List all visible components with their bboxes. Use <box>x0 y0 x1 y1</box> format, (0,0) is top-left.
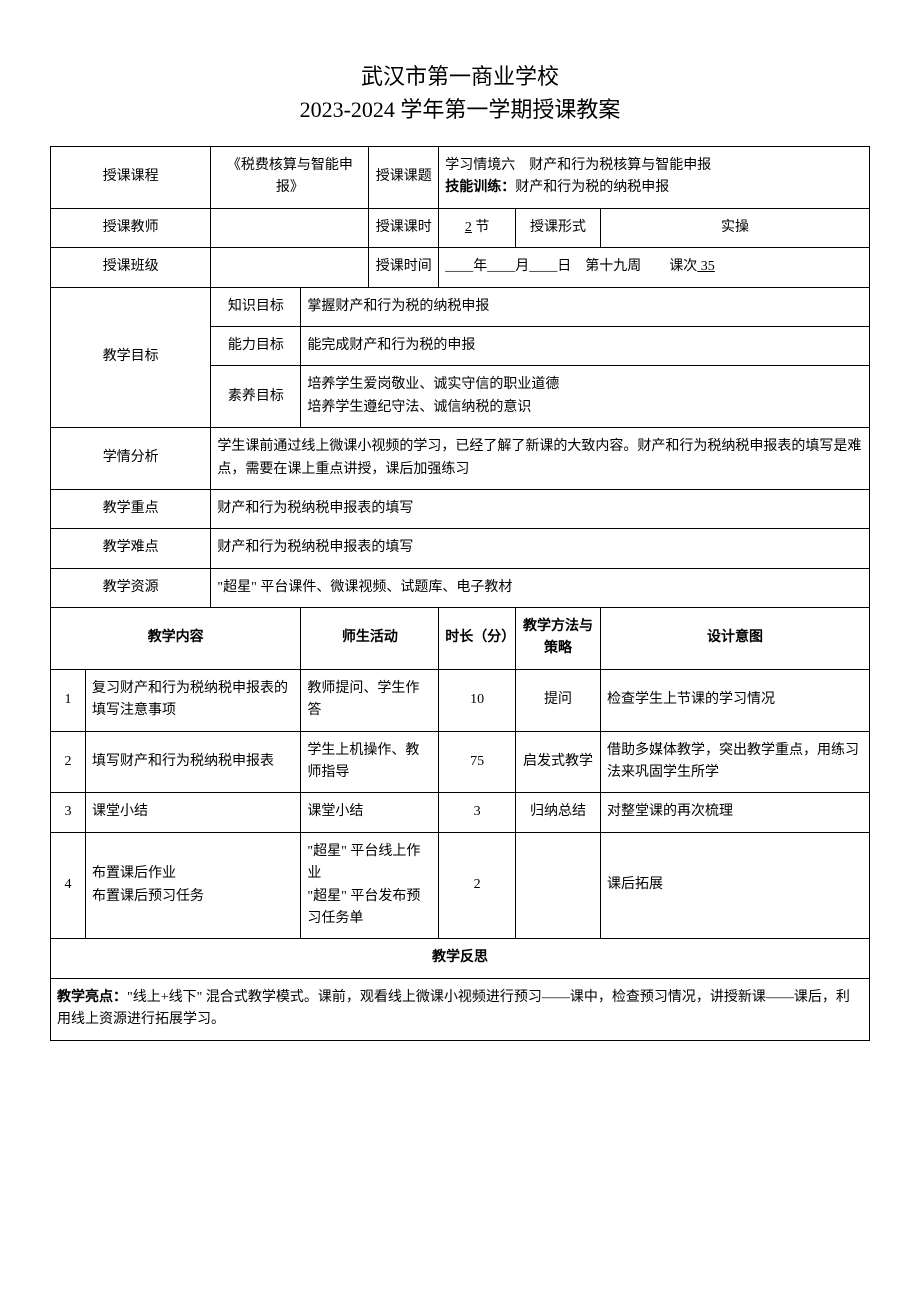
document-title: 武汉市第一商业学校 2023-2024 学年第一学期授课教案 <box>50 60 870 126</box>
topic-line2-rest: 财产和行为税的纳税申报 <box>515 180 669 195</box>
activity-method: 启发式教学 <box>516 731 601 793</box>
row-difficulty: 教学难点 财产和行为税纳税申报表的填写 <box>51 529 870 568</box>
reflection-content-row: 教学亮点："线上+线下" 混合式教学模式。课前，观看线上微课小视频进行预习——课… <box>51 978 870 1040</box>
activity-method <box>516 832 601 939</box>
hours-value: 2 节 <box>439 208 516 247</box>
time-seq: 35 <box>697 259 715 274</box>
quality-line1: 培养学生爱岗敬业、诚实守信的职业道德 <box>307 377 559 392</box>
reflection-highlight-label: 教学亮点： <box>57 990 127 1005</box>
teacher-value <box>211 208 369 247</box>
activity-intent: 借助多媒体教学，突出教学重点，用练习法来巩固学生所学 <box>600 731 869 793</box>
activity-activity: 课堂小结 <box>301 793 439 832</box>
row-analysis: 学情分析 学生课前通过线上微课小视频的学习，已经了解了新课的大致内容。财产和行为… <box>51 428 870 490</box>
row-keypoint: 教学重点 财产和行为税纳税申报表的填写 <box>51 489 870 528</box>
reflection-title: 教学反思 <box>51 939 870 978</box>
difficulty-value: 财产和行为税纳税申报表的填写 <box>211 529 870 568</box>
activity-row-3: 3 课堂小结 课堂小结 3 归纳总结 对整堂课的再次梳理 <box>51 793 870 832</box>
activity-method: 归纳总结 <box>516 793 601 832</box>
activity-no: 3 <box>51 793 86 832</box>
activity-no: 4 <box>51 832 86 939</box>
activity-activity: 学生上机操作、教师指导 <box>301 731 439 793</box>
quality-label: 素养目标 <box>211 366 301 428</box>
activity-intent: 对整堂课的再次梳理 <box>600 793 869 832</box>
time-label: 授课时间 <box>369 248 439 287</box>
knowledge-value: 掌握财产和行为税的纳税申报 <box>301 287 870 326</box>
time-value: ____年____月____日 第十九周 课次 35 <box>439 248 870 287</box>
ability-value: 能完成财产和行为税的申报 <box>301 326 870 365</box>
keypoint-value: 财产和行为税纳税申报表的填写 <box>211 489 870 528</box>
course-value: 《税费核算与智能申报》 <box>211 147 369 209</box>
resource-label: 教学资源 <box>51 568 211 607</box>
row-obj-knowledge: 教学目标 知识目标 掌握财产和行为税的纳税申报 <box>51 287 870 326</box>
row-class: 授课班级 授课时间 ____年____月____日 第十九周 课次 35 <box>51 248 870 287</box>
row-teacher: 授课教师 授课课时 2 节 授课形式 实操 <box>51 208 870 247</box>
row-course-topic: 授课课程 《税费核算与智能申报》 授课课题 学习情境六 财产和行为税核算与智能申… <box>51 147 870 209</box>
resource-value: "超星" 平台课件、微课视频、试题库、电子教材 <box>211 568 870 607</box>
activity-content: 课堂小结 <box>86 793 301 832</box>
objectives-label: 教学目标 <box>51 287 211 428</box>
knowledge-label: 知识目标 <box>211 287 301 326</box>
col-content: 教学内容 <box>51 608 301 670</box>
quality-line2: 培养学生遵纪守法、诚信纳税的意识 <box>307 400 531 415</box>
topic-line2-bold: 技能训练： <box>445 180 515 195</box>
analysis-label: 学情分析 <box>51 428 211 490</box>
topic-label: 授课课题 <box>369 147 439 209</box>
activity-content: 填写财产和行为税纳税申报表 <box>86 731 301 793</box>
row-resource: 教学资源 "超星" 平台课件、微课视频、试题库、电子教材 <box>51 568 870 607</box>
activity-no: 2 <box>51 731 86 793</box>
lesson-plan-table: 授课课程 《税费核算与智能申报》 授课课题 学习情境六 财产和行为税核算与智能申… <box>50 146 870 1041</box>
class-label: 授课班级 <box>51 248 211 287</box>
activity-intent: 检查学生上节课的学习情况 <box>600 669 869 731</box>
teacher-label: 授课教师 <box>51 208 211 247</box>
title-line2: 2023-2024 学年第一学期授课教案 <box>50 93 870 126</box>
title-line1: 武汉市第一商业学校 <box>50 60 870 93</box>
activity-content: 复习财产和行为税纳税申报表的填写注意事项 <box>86 669 301 731</box>
activity-row-4: 4 布置课后作业 布置课后预习任务 "超星" 平台线上作业 "超星" 平台发布预… <box>51 832 870 939</box>
col-activity: 师生活动 <box>301 608 439 670</box>
difficulty-label: 教学难点 <box>51 529 211 568</box>
hours-underline: 2 <box>465 220 472 235</box>
class-value <box>211 248 369 287</box>
activity-intent: 课后拓展 <box>600 832 869 939</box>
hours-suffix: 节 <box>472 220 490 235</box>
activity-row-2: 2 填写财产和行为税纳税申报表 学生上机操作、教师指导 75 启发式教学 借助多… <box>51 731 870 793</box>
hours-label: 授课课时 <box>369 208 439 247</box>
quality-value: 培养学生爱岗敬业、诚实守信的职业道德 培养学生遵纪守法、诚信纳税的意识 <box>301 366 870 428</box>
activity-activity: "超星" 平台线上作业 "超星" 平台发布预习任务单 <box>301 832 439 939</box>
keypoint-label: 教学重点 <box>51 489 211 528</box>
activity-method: 提问 <box>516 669 601 731</box>
activity-content: 布置课后作业 布置课后预习任务 <box>86 832 301 939</box>
reflection-highlight-value: "线上+线下" 混合式教学模式。课前，观看线上微课小视频进行预习——课中，检查预… <box>57 990 850 1027</box>
activity-duration: 75 <box>439 731 516 793</box>
activity-activity: 教师提问、学生作答 <box>301 669 439 731</box>
mode-label: 授课形式 <box>516 208 601 247</box>
reflection-content: 教学亮点："线上+线下" 混合式教学模式。课前，观看线上微课小视频进行预习——课… <box>51 978 870 1040</box>
time-text: ____年____月____日 第十九周 课次 <box>445 259 697 274</box>
reflection-title-row: 教学反思 <box>51 939 870 978</box>
activity-header-row: 教学内容 师生活动 时长（分） 教学方法与策略 设计意图 <box>51 608 870 670</box>
course-label: 授课课程 <box>51 147 211 209</box>
ability-label: 能力目标 <box>211 326 301 365</box>
col-method: 教学方法与策略 <box>516 608 601 670</box>
col-duration: 时长（分） <box>439 608 516 670</box>
activity-row-1: 1 复习财产和行为税纳税申报表的填写注意事项 教师提问、学生作答 10 提问 检… <box>51 669 870 731</box>
topic-value: 学习情境六 财产和行为税核算与智能申报 技能训练：财产和行为税的纳税申报 <box>439 147 870 209</box>
activity-duration: 2 <box>439 832 516 939</box>
activity-no: 1 <box>51 669 86 731</box>
topic-line1: 学习情境六 财产和行为税核算与智能申报 <box>445 158 711 173</box>
col-intent: 设计意图 <box>600 608 869 670</box>
mode-value: 实操 <box>600 208 869 247</box>
analysis-value: 学生课前通过线上微课小视频的学习，已经了解了新课的大致内容。财产和行为税纳税申报… <box>211 428 870 490</box>
activity-duration: 10 <box>439 669 516 731</box>
activity-duration: 3 <box>439 793 516 832</box>
